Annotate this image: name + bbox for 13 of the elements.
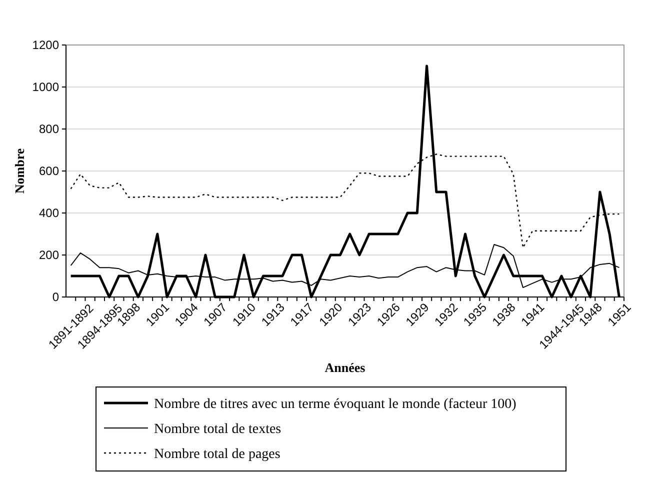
y-tick-label: 800 [38,122,60,136]
line-series [70,64,620,298]
y-tick-label: 0 [52,290,60,304]
x-axis-title: Années [324,360,366,375]
legend-label: Nombre de titres avec un terme évoquant le monde (facteur 100) [154,396,517,412]
y-tick-label: 200 [38,248,60,262]
y-tick-label: 1200 [32,38,60,52]
legend-label: Nombre total de textes [154,422,282,437]
y-tick-label: 1000 [32,80,60,94]
y-axis-title: Nombre [12,148,27,194]
legend-label: Nombre total de pages [154,446,280,462]
y-tick-label: 400 [38,206,60,220]
y-tick-label: 600 [38,164,60,178]
